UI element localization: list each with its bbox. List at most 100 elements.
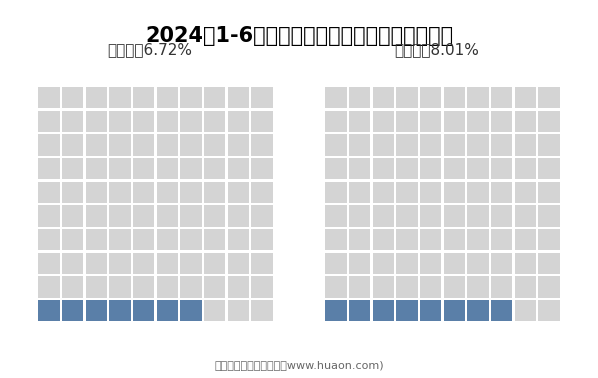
FancyBboxPatch shape	[349, 229, 370, 250]
FancyBboxPatch shape	[538, 253, 560, 274]
FancyBboxPatch shape	[420, 300, 441, 321]
FancyBboxPatch shape	[62, 253, 83, 274]
FancyBboxPatch shape	[515, 205, 536, 226]
FancyBboxPatch shape	[538, 229, 560, 250]
FancyBboxPatch shape	[181, 158, 202, 179]
FancyBboxPatch shape	[204, 135, 225, 155]
FancyBboxPatch shape	[38, 229, 60, 250]
FancyBboxPatch shape	[373, 182, 394, 203]
FancyBboxPatch shape	[157, 253, 178, 274]
FancyBboxPatch shape	[491, 276, 512, 297]
FancyBboxPatch shape	[491, 205, 512, 226]
FancyBboxPatch shape	[538, 205, 560, 226]
FancyBboxPatch shape	[515, 300, 536, 321]
FancyBboxPatch shape	[468, 205, 489, 226]
FancyBboxPatch shape	[109, 158, 130, 179]
FancyBboxPatch shape	[325, 229, 347, 250]
Text: 福利彩票6.72%: 福利彩票6.72%	[108, 42, 193, 57]
FancyBboxPatch shape	[396, 205, 417, 226]
FancyBboxPatch shape	[251, 300, 273, 321]
FancyBboxPatch shape	[157, 229, 178, 250]
FancyBboxPatch shape	[204, 87, 225, 108]
FancyBboxPatch shape	[251, 111, 273, 132]
FancyBboxPatch shape	[86, 205, 107, 226]
FancyBboxPatch shape	[204, 182, 225, 203]
FancyBboxPatch shape	[468, 158, 489, 179]
FancyBboxPatch shape	[86, 276, 107, 297]
FancyBboxPatch shape	[181, 276, 202, 297]
FancyBboxPatch shape	[133, 300, 154, 321]
FancyBboxPatch shape	[325, 111, 347, 132]
FancyBboxPatch shape	[204, 276, 225, 297]
FancyBboxPatch shape	[420, 229, 441, 250]
FancyBboxPatch shape	[325, 205, 347, 226]
FancyBboxPatch shape	[62, 135, 83, 155]
Text: 2024年1-6月江苏福彩及体彩销售额占全国比重: 2024年1-6月江苏福彩及体彩销售额占全国比重	[145, 26, 453, 46]
FancyBboxPatch shape	[468, 300, 489, 321]
FancyBboxPatch shape	[251, 276, 273, 297]
FancyBboxPatch shape	[181, 229, 202, 250]
FancyBboxPatch shape	[38, 111, 60, 132]
FancyBboxPatch shape	[228, 205, 249, 226]
FancyBboxPatch shape	[109, 87, 130, 108]
FancyBboxPatch shape	[204, 158, 225, 179]
FancyBboxPatch shape	[38, 300, 60, 321]
FancyBboxPatch shape	[86, 135, 107, 155]
FancyBboxPatch shape	[491, 229, 512, 250]
FancyBboxPatch shape	[468, 87, 489, 108]
FancyBboxPatch shape	[157, 182, 178, 203]
FancyBboxPatch shape	[181, 205, 202, 226]
FancyBboxPatch shape	[204, 205, 225, 226]
FancyBboxPatch shape	[251, 158, 273, 179]
FancyBboxPatch shape	[157, 135, 178, 155]
FancyBboxPatch shape	[396, 111, 417, 132]
FancyBboxPatch shape	[515, 87, 536, 108]
FancyBboxPatch shape	[228, 276, 249, 297]
FancyBboxPatch shape	[86, 111, 107, 132]
FancyBboxPatch shape	[444, 205, 465, 226]
FancyBboxPatch shape	[109, 276, 130, 297]
FancyBboxPatch shape	[86, 253, 107, 274]
FancyBboxPatch shape	[444, 87, 465, 108]
FancyBboxPatch shape	[251, 205, 273, 226]
FancyBboxPatch shape	[538, 158, 560, 179]
FancyBboxPatch shape	[62, 276, 83, 297]
FancyBboxPatch shape	[181, 253, 202, 274]
FancyBboxPatch shape	[515, 276, 536, 297]
FancyBboxPatch shape	[468, 135, 489, 155]
FancyBboxPatch shape	[228, 158, 249, 179]
FancyBboxPatch shape	[349, 111, 370, 132]
FancyBboxPatch shape	[373, 111, 394, 132]
FancyBboxPatch shape	[420, 87, 441, 108]
FancyBboxPatch shape	[251, 253, 273, 274]
FancyBboxPatch shape	[109, 182, 130, 203]
FancyBboxPatch shape	[109, 300, 130, 321]
FancyBboxPatch shape	[157, 205, 178, 226]
FancyBboxPatch shape	[373, 135, 394, 155]
FancyBboxPatch shape	[349, 182, 370, 203]
FancyBboxPatch shape	[396, 182, 417, 203]
FancyBboxPatch shape	[62, 158, 83, 179]
FancyBboxPatch shape	[325, 182, 347, 203]
FancyBboxPatch shape	[491, 253, 512, 274]
FancyBboxPatch shape	[109, 205, 130, 226]
FancyBboxPatch shape	[228, 300, 249, 321]
FancyBboxPatch shape	[444, 158, 465, 179]
FancyBboxPatch shape	[420, 111, 441, 132]
FancyBboxPatch shape	[325, 253, 347, 274]
FancyBboxPatch shape	[62, 205, 83, 226]
FancyBboxPatch shape	[396, 87, 417, 108]
FancyBboxPatch shape	[133, 158, 154, 179]
FancyBboxPatch shape	[38, 253, 60, 274]
FancyBboxPatch shape	[109, 111, 130, 132]
FancyBboxPatch shape	[181, 182, 202, 203]
FancyBboxPatch shape	[325, 276, 347, 297]
FancyBboxPatch shape	[538, 87, 560, 108]
FancyBboxPatch shape	[373, 229, 394, 250]
FancyBboxPatch shape	[204, 111, 225, 132]
FancyBboxPatch shape	[396, 300, 417, 321]
FancyBboxPatch shape	[420, 205, 441, 226]
FancyBboxPatch shape	[420, 135, 441, 155]
FancyBboxPatch shape	[373, 253, 394, 274]
FancyBboxPatch shape	[157, 87, 178, 108]
